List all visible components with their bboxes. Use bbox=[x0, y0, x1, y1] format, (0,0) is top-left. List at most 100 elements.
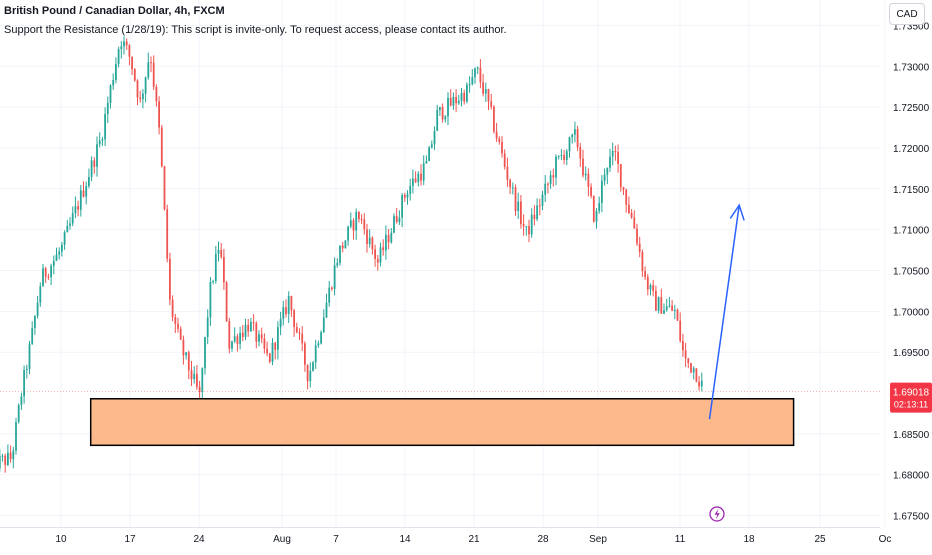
candle-body bbox=[511, 187, 514, 189]
y-tick-label: 1.70500 bbox=[893, 267, 930, 278]
candle-body bbox=[663, 310, 665, 314]
candle-body bbox=[665, 306, 668, 311]
candle-body bbox=[522, 224, 525, 227]
candle-body bbox=[120, 46, 123, 50]
candle-body bbox=[549, 175, 552, 184]
projection-arrow-line[interactable] bbox=[708, 205, 740, 420]
candle-body bbox=[495, 131, 498, 139]
projection-arrow-head[interactable] bbox=[729, 203, 745, 221]
y-tick-label: 1.71500 bbox=[893, 185, 930, 196]
candle-body bbox=[700, 380, 703, 387]
candle-body bbox=[682, 340, 684, 351]
currency-button[interactable]: CAD bbox=[889, 3, 925, 25]
candle-body bbox=[15, 422, 17, 451]
candle-body bbox=[679, 320, 682, 341]
candle-body bbox=[155, 87, 158, 102]
candle-body bbox=[328, 287, 331, 303]
candle-body bbox=[150, 62, 152, 64]
candle-body bbox=[322, 317, 325, 333]
x-tick-label: 24 bbox=[193, 534, 205, 545]
candle-body bbox=[298, 332, 301, 334]
candle-body bbox=[671, 305, 673, 311]
candle-body bbox=[212, 281, 214, 283]
candle-body bbox=[255, 323, 258, 342]
candle-body bbox=[444, 116, 447, 120]
support-zone-rect[interactable] bbox=[89, 398, 795, 447]
candle-body bbox=[279, 318, 282, 328]
candle-body bbox=[452, 96, 455, 106]
candle-body bbox=[55, 254, 58, 261]
indicator-notice: Support the Resistance (1/28/19): This s… bbox=[4, 24, 507, 36]
candle-body bbox=[698, 381, 700, 387]
candle-body bbox=[268, 353, 271, 362]
candle-body bbox=[636, 228, 638, 244]
candle-body bbox=[622, 187, 625, 190]
candle-body bbox=[274, 342, 277, 350]
candle-body bbox=[633, 217, 636, 229]
candle-body bbox=[352, 220, 355, 231]
candle-body bbox=[503, 153, 506, 167]
x-tick-label: 17 bbox=[124, 534, 136, 545]
candle-body bbox=[644, 271, 646, 277]
x-tick-label: 7 bbox=[333, 534, 339, 545]
candle-body bbox=[169, 258, 171, 300]
candle-body bbox=[617, 152, 619, 164]
candle-body bbox=[641, 251, 644, 272]
projection-arrow-layer[interactable] bbox=[708, 203, 745, 420]
candle-body bbox=[657, 297, 660, 311]
candle-body bbox=[568, 137, 571, 152]
candle-body bbox=[109, 85, 112, 103]
candle-body bbox=[403, 195, 406, 198]
candle-body bbox=[42, 268, 44, 287]
candle-body bbox=[133, 69, 136, 81]
candle-body bbox=[258, 334, 260, 342]
support-zone-layer[interactable] bbox=[89, 398, 795, 447]
candle-body bbox=[668, 305, 671, 307]
candle-body bbox=[676, 309, 679, 321]
candle-body bbox=[339, 245, 341, 263]
candle-body bbox=[66, 225, 69, 233]
candle-body bbox=[1, 455, 4, 457]
candle-body bbox=[82, 190, 85, 197]
x-tick-label: 18 bbox=[743, 534, 755, 545]
candle-body bbox=[28, 343, 31, 370]
x-tick-label: 21 bbox=[468, 534, 480, 545]
candle-body bbox=[263, 338, 266, 349]
candle-body bbox=[525, 226, 528, 228]
candle-body bbox=[171, 299, 174, 318]
candle-body bbox=[266, 348, 268, 354]
candle-body bbox=[23, 370, 25, 397]
candle-body bbox=[387, 234, 390, 243]
y-tick-label: 1.72500 bbox=[893, 103, 930, 114]
candle-body bbox=[247, 324, 250, 332]
candle-body bbox=[244, 324, 247, 338]
candle-body bbox=[295, 327, 298, 333]
candle-body bbox=[592, 196, 595, 222]
candle-body bbox=[476, 67, 479, 69]
event-marker-icon[interactable] bbox=[709, 506, 725, 522]
candle-body bbox=[455, 96, 457, 104]
candle-body bbox=[673, 309, 676, 311]
candle-body bbox=[514, 187, 517, 211]
candle-body bbox=[355, 211, 358, 231]
candle-body bbox=[128, 45, 131, 57]
candle-body bbox=[88, 177, 90, 186]
candle-body bbox=[252, 321, 255, 324]
candle-body bbox=[309, 370, 312, 382]
x-tick-label: 25 bbox=[814, 534, 826, 545]
candle-body bbox=[58, 251, 61, 255]
candle-body bbox=[349, 220, 352, 227]
candle-body bbox=[363, 219, 366, 230]
candle-body bbox=[341, 245, 344, 249]
candle-body bbox=[277, 327, 279, 350]
candle-body bbox=[12, 450, 15, 460]
candle-body bbox=[628, 204, 630, 213]
candle-body bbox=[187, 352, 190, 371]
candle-body bbox=[430, 144, 433, 148]
y-tick-label: 1.67500 bbox=[893, 512, 930, 523]
candle-body bbox=[196, 373, 198, 387]
candle-body bbox=[595, 211, 598, 222]
candle-body bbox=[209, 282, 212, 318]
